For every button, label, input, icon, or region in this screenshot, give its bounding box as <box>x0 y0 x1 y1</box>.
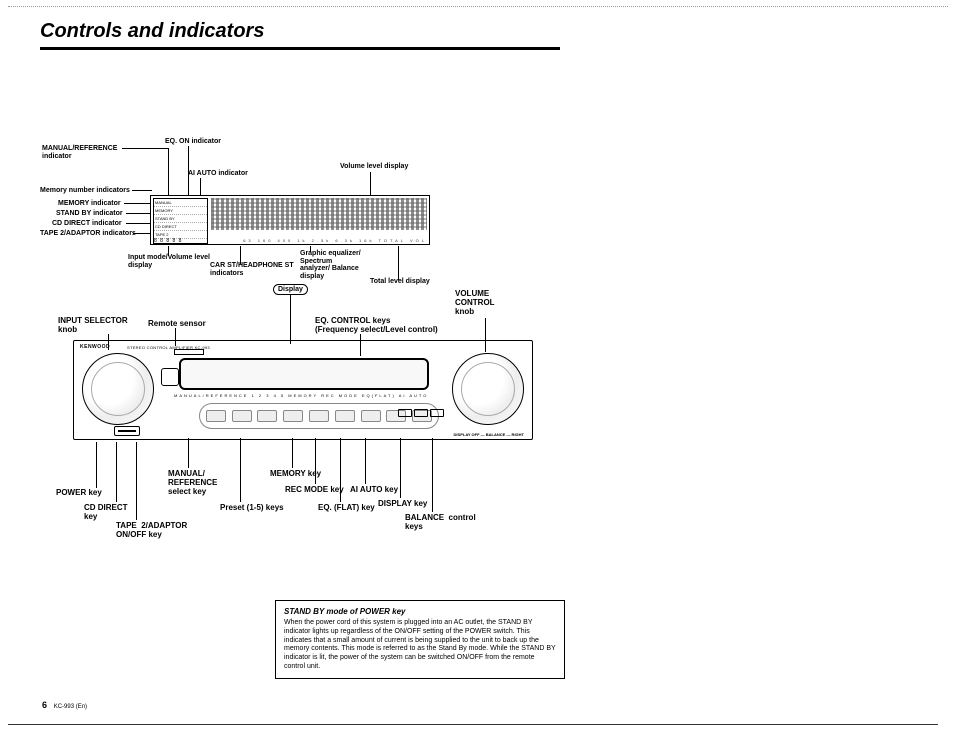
page-footer: 6 KC-993 (En) <box>42 700 87 710</box>
label-cddirect-ind: CD DIRECT indicator <box>52 220 122 228</box>
lead <box>292 438 293 468</box>
preset-button[interactable] <box>309 410 329 422</box>
button-row-legend: MANUAL/REFERENCE 1 2 3 4 5 MEMORY REC MO… <box>174 393 428 398</box>
lead <box>124 203 152 204</box>
label-input-selector: INPUT SELECTOR knob <box>58 317 128 335</box>
preset-button[interactable] <box>206 410 226 422</box>
title-underline <box>40 47 560 50</box>
lead <box>96 442 97 488</box>
label-total-level: Total level display <box>370 278 430 286</box>
label-graphic-eq: Graphic equalizer/ Spectrum analyzer/ Ba… <box>300 250 361 281</box>
label-eq-on: EQ. ON indicator <box>165 138 221 146</box>
tiny-row: STAND BY <box>154 215 207 223</box>
right-buttons <box>398 409 444 417</box>
lead <box>290 294 291 344</box>
label-ai-auto-ind: AI AUTO indicator <box>188 170 248 178</box>
preset-button[interactable] <box>361 410 381 422</box>
label-manual-ref: MANUAL/ REFERENCE select key <box>168 470 217 496</box>
display-panel: MANUAL MEMORY STAND BY CD DIRECT TAPE 2 … <box>150 195 430 245</box>
page-title: Controls and indicators <box>40 20 560 43</box>
lead <box>370 172 371 196</box>
preset-button[interactable] <box>257 410 277 422</box>
label-balance: BALANCE control keys <box>405 514 476 532</box>
label-input-mode: Input mode/Volume level display <box>128 254 210 269</box>
label-standby-ind: STAND BY indicator <box>56 210 123 218</box>
label-volume-knob: VOLUME CONTROL knob <box>455 290 495 316</box>
lead <box>132 190 152 191</box>
lead <box>133 233 151 234</box>
lead <box>116 442 117 502</box>
tiny-row: MEMORY <box>154 207 207 215</box>
remote-sensor-window <box>174 349 204 355</box>
balance-button[interactable] <box>414 409 428 417</box>
lead <box>432 438 433 512</box>
preset-button[interactable] <box>283 410 303 422</box>
lead <box>188 438 189 468</box>
label-eq-flat: EQ. (FLAT) key <box>318 504 375 513</box>
lead <box>240 438 241 502</box>
label-memory-key: MEMORY key <box>270 470 321 479</box>
power-slot[interactable] <box>114 426 140 436</box>
amplifier-body: KENWOOD STEREO CONTROL AMPLIFIER KC-993 … <box>73 340 533 440</box>
bottom-rule <box>8 724 938 725</box>
label-tape2-ind: TAPE 2/ADAPTOR indicators <box>40 230 136 238</box>
label-volume-level: Volume level display <box>340 163 408 171</box>
lead <box>398 246 399 280</box>
freq-scale: 63 160 400 1k 2.5k 6.3k 16k TOTAL VOL <box>153 238 427 243</box>
lead <box>240 246 241 264</box>
lead <box>315 438 316 484</box>
volume-knob[interactable] <box>452 353 524 425</box>
label-rec-mode: REC MODE key <box>285 486 344 495</box>
page-content: Controls and indicators MANUAL/REFERENCE… <box>40 20 560 570</box>
top-dotted-rule <box>8 6 948 7</box>
lead <box>122 148 168 149</box>
right-label: DISPLAY OFF — BALANCE — RIGHT <box>454 433 524 437</box>
lead <box>126 213 152 214</box>
label-manual-reference: MANUAL/REFERENCE indicator <box>42 145 117 160</box>
label-memory-number: Memory number indicators <box>40 187 130 195</box>
page-model: KC-993 (En) <box>54 704 87 710</box>
label-cd-direct: CD DIRECT key <box>84 504 128 522</box>
standby-info-box: STAND BY mode of POWER key When the powe… <box>275 600 565 679</box>
lead <box>136 442 137 520</box>
lead <box>200 178 201 196</box>
label-eq-control: EQ. CONTROL keys (Frequency select/Level… <box>315 317 438 335</box>
lead <box>126 223 152 224</box>
page-number: 6 <box>42 700 47 710</box>
label-preset: Preset (1-5) keys <box>220 504 284 513</box>
balance-button[interactable] <box>430 409 444 417</box>
display-button[interactable] <box>398 409 412 417</box>
label-car-st: CAR ST/HEADPHONE ST indicators <box>210 262 294 277</box>
infobox-body: When the power cord of this system is pl… <box>284 619 556 672</box>
preset-button[interactable] <box>232 410 252 422</box>
label-ai-auto: AI AUTO key <box>350 486 398 495</box>
lead <box>168 246 169 256</box>
lead <box>340 438 341 502</box>
spectrum-bars <box>211 198 427 230</box>
label-tape2-key: TAPE 2/ADAPTOR ON/OFF key <box>116 522 187 540</box>
tiny-row: CD DIRECT <box>154 223 207 231</box>
label-remote-sensor: Remote sensor <box>148 320 206 329</box>
lcd-window <box>179 358 429 390</box>
infobox-heading: STAND BY mode of POWER key <box>284 607 556 617</box>
brand-text: KENWOOD <box>80 344 110 350</box>
preset-button[interactable] <box>335 410 355 422</box>
lead <box>168 148 169 198</box>
label-power-key: POWER key <box>56 489 102 498</box>
lead <box>310 246 311 252</box>
diagram: MANUAL/REFERENCE indicator EQ. ON indica… <box>40 90 540 570</box>
label-display-key: DISPLAY key <box>378 500 427 509</box>
lead <box>365 438 366 484</box>
lead <box>400 438 401 498</box>
tiny-row: MANUAL <box>154 199 207 207</box>
input-selector-knob[interactable] <box>82 353 154 425</box>
label-memory-ind: MEMORY indicator <box>58 200 121 208</box>
